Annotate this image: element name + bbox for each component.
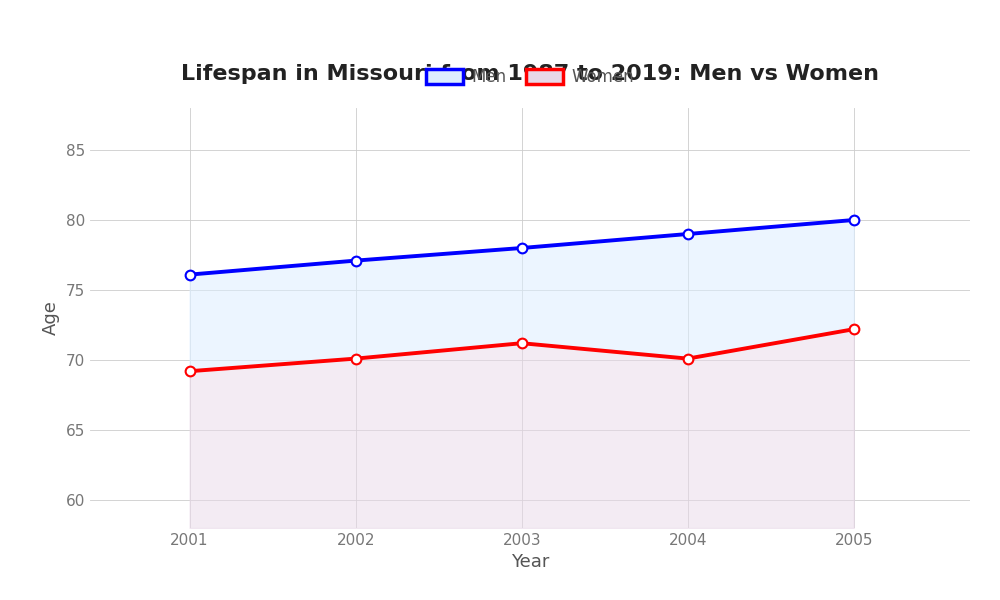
Men <box>184 271 196 278</box>
Women <box>516 340 528 347</box>
Men <box>682 230 694 238</box>
Women <box>184 368 196 375</box>
Women <box>350 355 362 362</box>
Line: Men: Men <box>185 215 859 280</box>
Women <box>848 326 860 333</box>
Men <box>848 217 860 224</box>
Women <box>682 355 694 362</box>
Y-axis label: Age: Age <box>42 301 60 335</box>
X-axis label: Year: Year <box>511 553 549 571</box>
Men <box>350 257 362 264</box>
Legend: Men, Women: Men, Women <box>419 62 641 93</box>
Line: Women: Women <box>185 325 859 376</box>
Title: Lifespan in Missouri from 1987 to 2019: Men vs Women: Lifespan in Missouri from 1987 to 2019: … <box>181 64 879 84</box>
Men <box>516 244 528 251</box>
